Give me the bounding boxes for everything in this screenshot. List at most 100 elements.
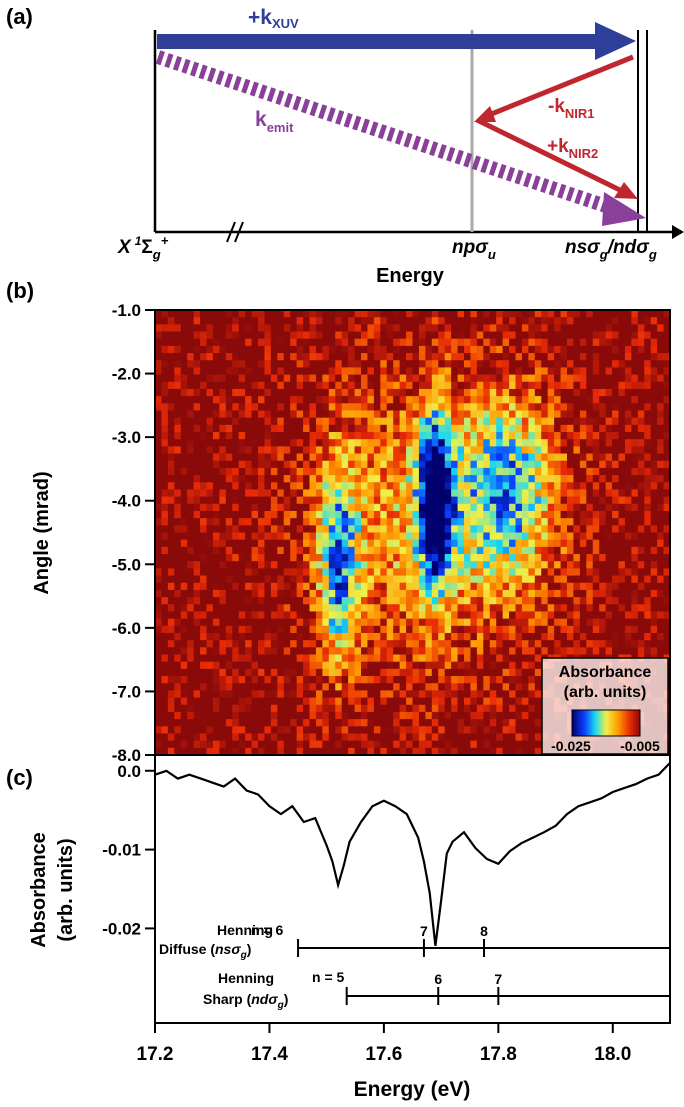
heatmap-cell	[438, 747, 446, 755]
heatmap-cell	[328, 726, 336, 735]
heatmap-cell	[270, 546, 278, 555]
heatmap-cell	[367, 719, 375, 727]
heatmap-cell	[425, 704, 433, 713]
heatmap-cell	[180, 632, 188, 641]
heatmap-cell	[438, 733, 446, 742]
heatmap-cell	[528, 575, 536, 584]
heatmap-cell	[167, 589, 175, 598]
heatmap-cell	[187, 475, 195, 483]
heatmap-cell	[425, 589, 433, 598]
heatmap-cell	[367, 417, 375, 426]
heatmap-cell	[605, 374, 613, 383]
heatmap-cell	[573, 546, 581, 555]
heatmap-cell	[438, 360, 446, 369]
heatmap-cell	[348, 381, 356, 390]
heatmap-cell	[354, 568, 362, 577]
heatmap-cell	[283, 424, 291, 433]
heatmap-cell	[245, 575, 253, 584]
heatmap-cell	[631, 489, 639, 498]
heatmap-cell	[245, 338, 253, 347]
heatmap-cell	[206, 568, 214, 577]
heatmap-cell	[341, 654, 349, 663]
heatmap-cell	[547, 496, 555, 505]
heatmap-cell	[315, 589, 323, 598]
heatmap-cell	[457, 439, 465, 447]
heatmap-cell	[464, 518, 472, 526]
heatmap-cell	[406, 324, 414, 333]
heatmap-cell	[315, 496, 323, 505]
heatmap-cell	[425, 597, 433, 605]
heatmap-cell	[431, 589, 439, 598]
heatmap-cell	[335, 403, 343, 412]
heatmap-cell	[212, 403, 220, 412]
heatmap-cell	[534, 539, 542, 548]
heatmap-cell	[399, 690, 407, 699]
heatmap-cell	[212, 532, 220, 541]
heatmap-cell	[290, 740, 298, 749]
heatmap-cell	[489, 554, 497, 562]
heatmap-cell	[270, 453, 278, 462]
heatmap-cell	[444, 532, 452, 541]
heatmap-cell	[232, 453, 240, 462]
heatmap-cell	[322, 338, 330, 347]
heatmap-cell	[438, 482, 446, 491]
heatmap-cell	[554, 360, 562, 369]
heatmap-cell	[560, 625, 568, 634]
heatmap-cell	[238, 518, 246, 526]
heatmap-cell	[406, 683, 414, 692]
heatmap-cell	[418, 554, 426, 562]
heatmap-cell	[354, 726, 362, 735]
heatmap-cell	[258, 632, 266, 641]
k-nir1-arrow	[483, 54, 634, 120]
heatmap-cell	[412, 331, 420, 340]
heatmap-cell	[476, 331, 484, 340]
heatmap-cell	[438, 475, 446, 483]
heatmap-cell	[663, 611, 670, 620]
heatmap-cell	[251, 446, 259, 455]
heatmap-cell	[393, 554, 401, 562]
heatmap-cell	[373, 353, 381, 361]
heatmap-cell	[258, 432, 266, 440]
heatmap-cell	[322, 589, 330, 598]
heatmap-cell	[605, 539, 613, 548]
heatmap-cell	[560, 439, 568, 447]
heatmap-cell	[528, 697, 536, 706]
heatmap-cell	[509, 625, 517, 634]
heatmap-cell	[315, 683, 323, 692]
heatmap-cell	[502, 417, 510, 426]
heatmap-cell	[464, 467, 472, 476]
heatmap-cell	[174, 668, 182, 677]
heatmap-cell	[328, 374, 336, 383]
heatmap-cell	[515, 575, 523, 584]
heatmap-cell	[399, 467, 407, 476]
heatmap-cell	[277, 690, 285, 699]
heatmap-cell	[290, 568, 298, 577]
heatmap-cell	[431, 719, 439, 727]
heatmap-cell	[399, 417, 407, 426]
heatmap-cell	[354, 719, 362, 727]
heatmap-cell	[219, 632, 227, 641]
heatmap-cell	[380, 611, 388, 620]
heatmap-cell	[451, 525, 459, 534]
heatmap-cell	[509, 711, 517, 720]
heatmap-cell	[393, 683, 401, 692]
heatmap-cell	[579, 381, 587, 390]
heatmap-cell	[657, 396, 665, 404]
heatmap-cell	[631, 424, 639, 433]
heatmap-cell	[476, 625, 484, 634]
heatmap-cell	[631, 432, 639, 440]
heatmap-cell	[303, 611, 311, 620]
heatmap-cell	[483, 432, 491, 440]
heatmap-cell	[528, 690, 536, 699]
heatmap-cell	[341, 345, 349, 354]
heatmap-cell	[541, 546, 549, 555]
heatmap-cell	[264, 632, 272, 641]
heatmap-cell	[624, 482, 632, 491]
heatmap-cell	[174, 525, 182, 534]
heatmap-cell	[412, 546, 420, 555]
heatmap-cell	[547, 345, 555, 354]
heatmap-cell	[406, 690, 414, 699]
heatmap-cell	[335, 676, 343, 684]
heatmap-cell	[200, 582, 208, 591]
heatmap-cell	[496, 467, 504, 476]
